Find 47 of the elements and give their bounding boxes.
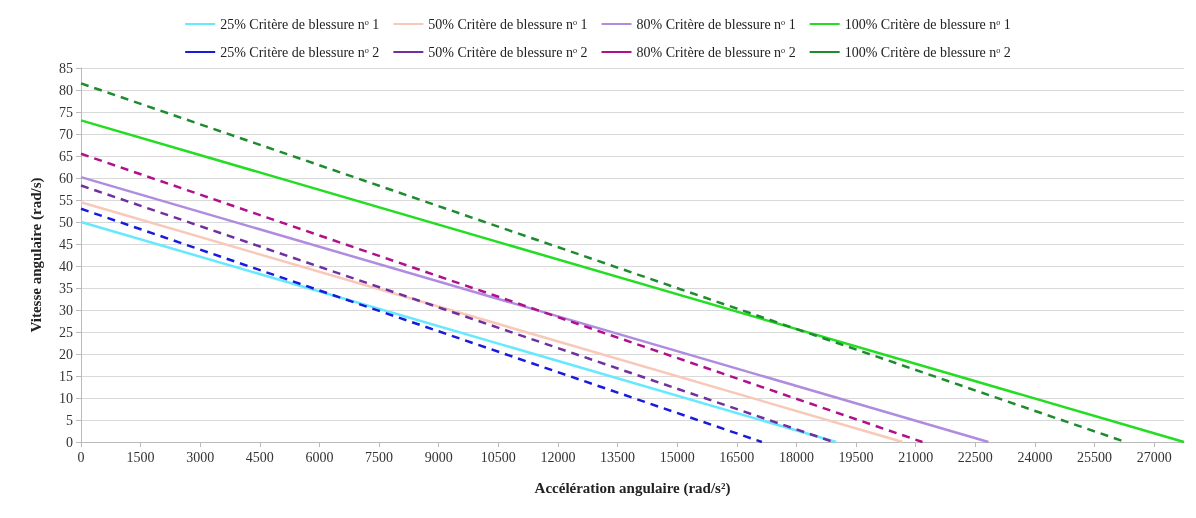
y-axis-title: Vitesse angulaire (rad/s) — [27, 177, 45, 333]
x-tick-label: 7500 — [365, 449, 394, 465]
legend-label: 80% Critère de blessure nᵒ 2 — [636, 44, 796, 60]
legend-label: 25% Critère de blessure nᵒ 2 — [220, 44, 380, 60]
x-tick-label: 12000 — [540, 449, 576, 465]
x-tick-label: 1500 — [126, 449, 155, 465]
legend-label: 100% Critère de blessure nᵒ 1 — [844, 16, 1011, 32]
x-tick-label: 27000 — [1136, 449, 1172, 465]
x-tick-label: 13500 — [600, 449, 636, 465]
x-tick-label: 19500 — [838, 449, 874, 465]
x-tick-label: 15000 — [659, 449, 695, 465]
legend-label: 25% Critère de blessure nᵒ 1 — [220, 16, 380, 32]
x-axis-title: Accélération angulaire (rad/s²) — [534, 479, 731, 497]
x-tick-label: 24000 — [1017, 449, 1053, 465]
x-tick-label: 21000 — [898, 449, 934, 465]
x-tick-label: 4500 — [245, 449, 274, 465]
y-tick-label: 70 — [59, 126, 73, 142]
y-tick-label: 25 — [59, 324, 73, 340]
y-tick-label: 50 — [59, 214, 73, 230]
x-tick-label: 10500 — [480, 449, 516, 465]
y-tick-label: 75 — [59, 104, 73, 120]
y-tick-label: 55 — [59, 192, 73, 208]
y-tick-label: 35 — [59, 280, 73, 296]
x-tick-label: 22500 — [957, 449, 993, 465]
x-tick-label: 3000 — [186, 449, 215, 465]
y-tick-label: 0 — [66, 434, 73, 450]
y-tick-label: 30 — [59, 302, 73, 318]
y-tick-label: 10 — [59, 390, 73, 406]
legend-label: 50% Critère de blessure nᵒ 2 — [428, 44, 588, 60]
x-tick-label: 25500 — [1077, 449, 1113, 465]
y-tick-label: 85 — [59, 60, 73, 76]
legend-label: 100% Critère de blessure nᵒ 2 — [844, 44, 1011, 60]
y-tick-label: 40 — [59, 258, 73, 274]
y-tick-label: 15 — [59, 368, 73, 384]
y-tick-label: 20 — [59, 346, 73, 362]
x-tick-label: 0 — [77, 449, 85, 465]
y-tick-label: 5 — [66, 412, 73, 428]
x-tick-label: 16500 — [719, 449, 755, 465]
x-tick-label: 6000 — [305, 449, 334, 465]
y-tick-label: 80 — [59, 82, 73, 98]
y-tick-label: 65 — [59, 148, 73, 164]
x-tick-label: 18000 — [778, 449, 814, 465]
y-tick-label: 60 — [59, 170, 73, 186]
x-tick-label: 9000 — [424, 449, 453, 465]
legend-label: 80% Critère de blessure nᵒ 1 — [636, 16, 796, 32]
y-tick-label: 45 — [59, 236, 73, 252]
legend-label: 50% Critère de blessure nᵒ 1 — [428, 16, 588, 32]
